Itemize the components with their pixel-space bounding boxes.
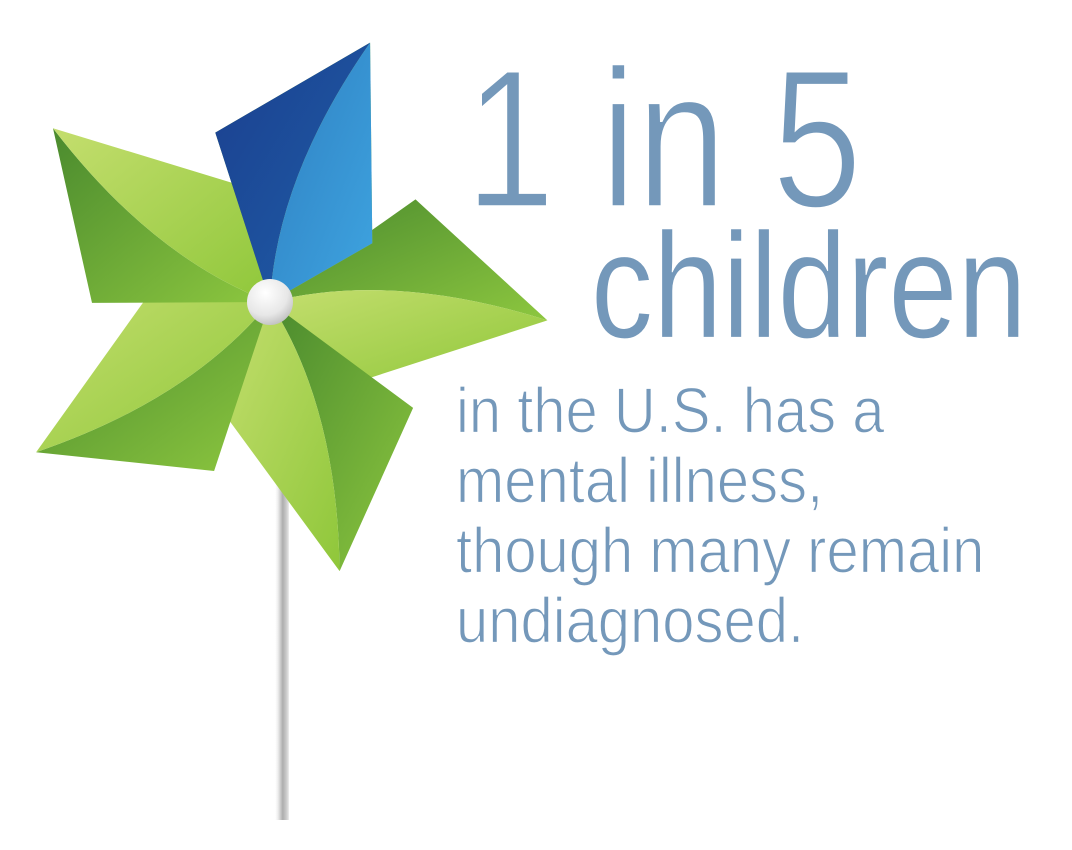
svg-text:though many remain: though many remain (456, 515, 984, 586)
svg-text:in the U.S. has a: in the U.S. has a (456, 375, 885, 446)
svg-text:children: children (591, 202, 1027, 370)
svg-text:undiagnosed.: undiagnosed. (456, 585, 804, 656)
svg-text:mental illness,: mental illness, (456, 445, 823, 516)
